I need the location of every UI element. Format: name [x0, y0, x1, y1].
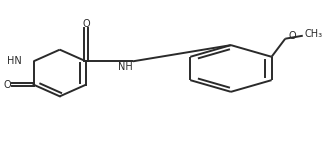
Text: NH: NH [118, 62, 132, 72]
Text: O: O [82, 19, 90, 29]
Text: CH₃: CH₃ [304, 29, 322, 39]
Text: O: O [3, 80, 11, 90]
Text: O: O [288, 31, 296, 41]
Text: HN: HN [7, 56, 22, 66]
